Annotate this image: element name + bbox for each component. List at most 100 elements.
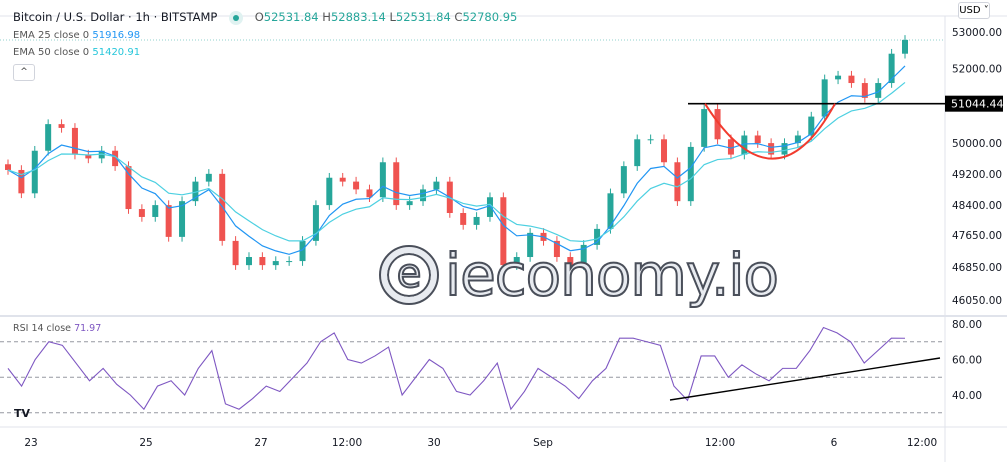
time-tick-label: 27 (254, 437, 267, 449)
candle-body (674, 162, 681, 202)
candle-body (647, 139, 654, 141)
low-label: L (389, 10, 396, 24)
candle-body (500, 197, 507, 266)
price-tick-label: 47650.00 (952, 230, 1002, 242)
candle-body (71, 127, 78, 155)
candle-body (794, 135, 801, 144)
close-value: 52780.95 (462, 10, 518, 24)
low-value: 52531.84 (395, 10, 451, 24)
candle-body (580, 244, 587, 266)
candle-body (420, 189, 427, 202)
high-label: H (322, 10, 331, 24)
ema50-label: EMA 50 close 0 (13, 47, 90, 58)
time-tick-label: 23 (24, 437, 37, 449)
time-tick-label: 6 (831, 437, 838, 449)
price-tick-label: 53000.00 (952, 27, 1002, 39)
candle-body (45, 124, 52, 151)
candle-body (620, 166, 627, 194)
time-tick-label: 25 (139, 437, 152, 449)
candle-body (85, 154, 92, 159)
tradingview-logo[interactable]: TV (14, 407, 31, 420)
candle-body (741, 135, 748, 155)
candle-body (58, 124, 65, 128)
candle-body (594, 228, 601, 245)
candle-body (112, 150, 119, 167)
candle-body (754, 135, 761, 144)
price-tick-label: 52000.00 (952, 63, 1002, 75)
candle-body (768, 143, 775, 155)
candle-body (861, 83, 868, 98)
candle-body (848, 75, 855, 84)
candle-body (527, 232, 534, 258)
candle-body (366, 189, 373, 198)
candle-body (259, 257, 266, 266)
symbol-legend: Bitcoin / U.S. Dollar · 1h · BITSTAMP O5… (13, 9, 517, 25)
candle-body (125, 166, 132, 210)
candle-body (406, 201, 413, 206)
price-tick-label: 48400.00 (952, 200, 1002, 212)
ema25-legend[interactable]: EMA 25 close 0 51916.98 (13, 30, 140, 41)
price-level-label: 51044.44 (951, 98, 1004, 111)
candle-body (902, 39, 908, 54)
ieconomy-logo-icon: e (379, 245, 439, 305)
rsi-line (7, 326, 906, 411)
time-tick-label: 12:00 (332, 437, 362, 449)
candle-body (553, 240, 560, 258)
candle-body (808, 116, 815, 136)
candle-body (18, 169, 25, 194)
candle-body (727, 139, 734, 155)
rsi-label: RSI 14 close (13, 323, 72, 334)
ema25-line (7, 65, 906, 255)
open-value: 52531.84 (263, 10, 319, 24)
candle-body (312, 205, 319, 241)
candle-body (473, 216, 480, 225)
price-tick-label: 46850.00 (952, 262, 1002, 274)
rsi-tick-label: 40.00 (952, 390, 982, 402)
candle-body (714, 109, 721, 140)
candle-body (875, 83, 882, 98)
candle-body (634, 139, 641, 167)
cup-pattern-curve (704, 103, 836, 160)
price-level-tag (945, 95, 1003, 112)
candle-body (393, 162, 400, 206)
close-label: C (454, 10, 463, 24)
collapse-legend-button[interactable]: ^ (13, 64, 35, 81)
ema25-label: EMA 25 close 0 (13, 30, 90, 41)
symbol-title[interactable]: Bitcoin / U.S. Dollar · 1h · BITSTAMP (13, 10, 218, 24)
rsi-legend[interactable]: RSI 14 close 71.97 (13, 323, 101, 334)
candle-body (205, 173, 212, 182)
candle-body (460, 212, 467, 225)
candle-body (31, 150, 38, 194)
price-tick-label: 46050.00 (952, 295, 1002, 307)
price-tick-label: 50000.00 (952, 138, 1002, 150)
candle-body (701, 109, 708, 147)
time-tick-label: 12:00 (705, 437, 735, 449)
candle-body (5, 164, 11, 170)
ema25-value: 51916.98 (92, 30, 141, 41)
watermark: ieconomy.io (444, 241, 780, 309)
ema50-value: 51420.91 (92, 47, 141, 58)
time-tick-label: 12:00 (907, 437, 937, 449)
ema50-legend[interactable]: EMA 50 close 0 51420.91 (13, 47, 140, 58)
candle-body (339, 177, 346, 182)
time-tick-label: Sep (533, 437, 553, 449)
rsi-tick-label: 80.00 (952, 319, 982, 331)
candle-body (567, 257, 574, 266)
candle-body (781, 143, 788, 155)
market-status-icon (229, 10, 244, 25)
candle-body (821, 79, 828, 117)
candle-body (888, 53, 895, 84)
candles (5, 35, 908, 270)
candle-body (272, 261, 279, 266)
candle-body (152, 205, 159, 217)
candle-body (286, 261, 293, 263)
rsi-trendline (669, 357, 941, 401)
currency-select[interactable]: USD ˅ (958, 2, 990, 19)
price-tick-label: 49200.00 (952, 169, 1002, 181)
candle-body (379, 162, 386, 198)
time-tick-label: 30 (427, 437, 440, 449)
candle-body (661, 139, 668, 163)
rsi-tick-label: 60.00 (952, 355, 982, 367)
